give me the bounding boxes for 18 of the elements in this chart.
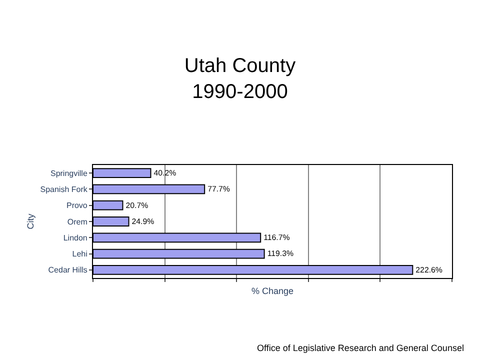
data-label: 24.9%	[132, 216, 154, 226]
data-label: 40.2%	[154, 168, 176, 178]
y-tick-label: Provo	[66, 201, 88, 210]
y-tick-label: Lindon	[63, 233, 88, 242]
y-tick-label: Cedar Hills	[48, 266, 88, 275]
y-tick-label: Springville	[50, 168, 88, 178]
y-tick-label: Orem	[67, 217, 88, 226]
data-label: 77.7%	[208, 184, 230, 194]
data-label: 119.3%	[267, 249, 294, 258]
y-tick-label: Spanish Fork	[40, 185, 88, 194]
data-label: 116.7%	[264, 233, 290, 242]
data-label: 222.6%	[416, 265, 442, 274]
y-tick-label: Lehi	[72, 250, 88, 259]
chart-title: Utah County 1990-2000	[184, 55, 296, 103]
x-axis-title: % Change	[251, 286, 294, 296]
data-label: 20.7%	[126, 200, 148, 210]
y-axis-title: City	[26, 213, 36, 230]
text: Office of Legislative Research and General Counsel	[257, 343, 464, 353]
